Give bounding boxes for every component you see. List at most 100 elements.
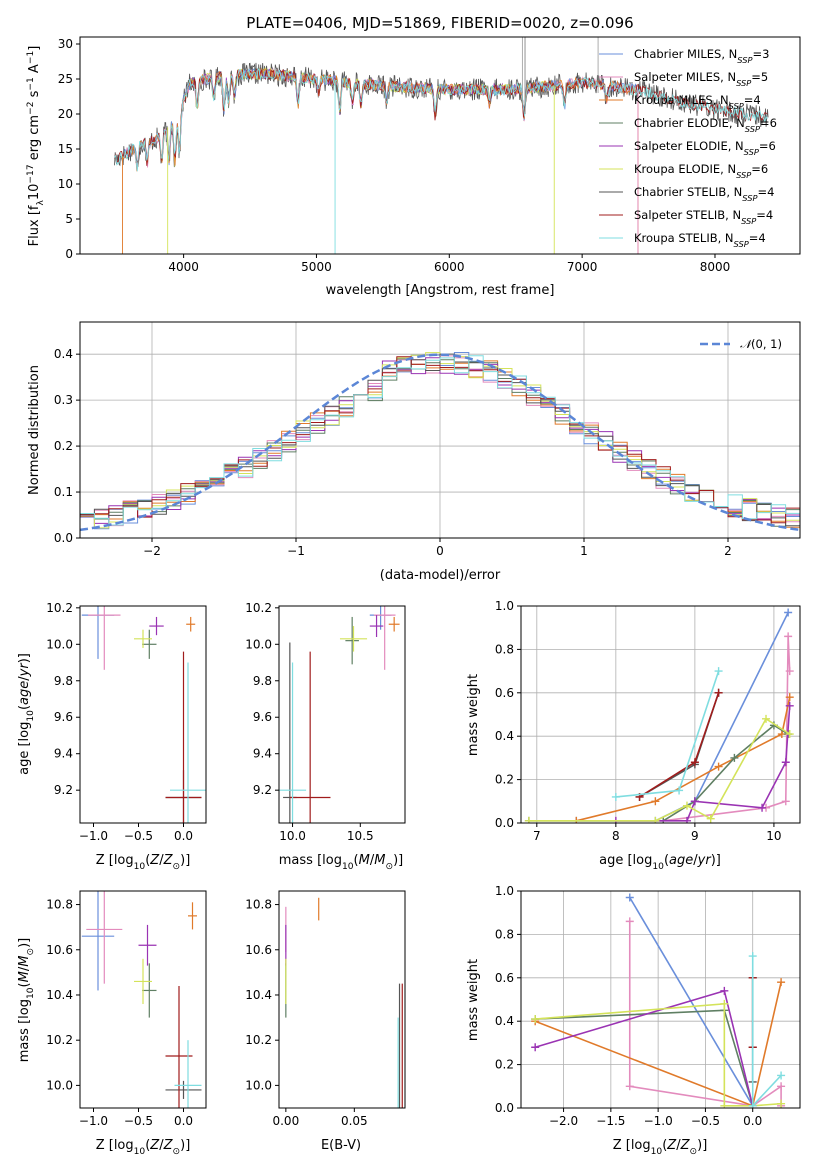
x-tick-label: −2 — [143, 544, 161, 558]
weight-vs-Z-xlabel-part: 10 — [651, 1147, 663, 1157]
legend-subscript: SSP — [734, 239, 749, 249]
legend-subscript: SSP — [737, 55, 752, 65]
y-tick-label: 0.8 — [495, 642, 514, 656]
x-tick-label: −1.5 — [596, 1114, 625, 1128]
spectrum-ylabel-part: λ — [36, 200, 46, 206]
weight-marker-salpeter_miles — [625, 1082, 634, 1091]
mass-vs-Z-ylabel-part: ⊙ — [26, 948, 36, 956]
x-tick-label: −2.0 — [549, 1114, 578, 1128]
x-tick-label: 1 — [580, 544, 588, 558]
errorbar-salpeter_miles — [86, 891, 123, 984]
y-tick-label: 10.0 — [46, 1078, 73, 1092]
spectrum-ylabel-part: s — [27, 90, 42, 101]
age_vs_mass-plot — [279, 606, 400, 823]
spectrum-line-chabrier_elodie — [167, 67, 555, 161]
legend-text: Salpeter MILES, N — [634, 70, 736, 84]
weight-marker-kroupa_miles — [785, 693, 794, 702]
mass_vs_ebv-plot — [285, 897, 403, 1108]
x-tick-label: −1.0 — [79, 829, 108, 843]
weight-marker-kroupa_stelib — [714, 667, 723, 676]
weight-vs-age-xlabel-part: / — [693, 853, 698, 868]
weight-marker-salpeter_elodie — [785, 701, 794, 710]
age_vs_mass-axes: 10.0 10.5 9.2 9.4 9.6 9.8 10.0 10.2 — [245, 601, 406, 843]
legend-entry-salpeter_stelib: Salpeter STELIB, NSSP=4 — [634, 208, 773, 226]
legend-text: Chabrier ELODIE, N — [634, 116, 745, 130]
spectrum-ylabel-part: −2 — [26, 102, 36, 115]
legend-entry-kroupa_elodie: Kroupa ELODIE, NSSP=6 — [634, 162, 768, 180]
x-tick-label: −0.5 — [691, 1114, 720, 1128]
weight-marker-kroupa_miles — [651, 797, 660, 806]
y-tick-label: 9.4 — [253, 747, 272, 761]
errorbar-chabrier_elodie — [142, 629, 157, 659]
errorbar-kroupa_miles — [388, 616, 400, 632]
x-tick-label: −0.5 — [124, 829, 153, 843]
mass_weight_vs_Z-axes: −2.0 −1.5 −1.0 −0.5 0.0 0.0 0.2 0.4 0.6 0.8 1.0 — [495, 884, 801, 1128]
weight-marker-salpeter_miles — [785, 667, 794, 676]
mass-vs-Z-ylabel-part: 10 — [26, 987, 36, 999]
weight-marker-kroupa_elodie — [524, 816, 533, 823]
spectrum-line-kroupa_stelib — [114, 67, 768, 172]
mass_vs_ebv-frame — [278, 890, 406, 1109]
y-tick-label: 9.8 — [253, 674, 272, 688]
legend-text: =4 — [757, 185, 774, 199]
age-vs-Z-xlabel-part: Z — [163, 853, 174, 868]
legend-text: Kroupa ELODIE, N — [634, 162, 736, 176]
legend-text: =4 — [749, 231, 766, 245]
x-tick-label: −0.5 — [124, 1114, 153, 1128]
errorbar-kroupa_miles — [188, 902, 197, 930]
weight-line-chabrier_miles — [576, 612, 789, 822]
weight-marker-kroupa_elodie — [785, 730, 794, 739]
weight-vs-age-xlabel-part: ( — [664, 853, 669, 868]
weight-vs-Z-xlabel-part: Z — [666, 1138, 677, 1153]
y-tick-label: 10.8 — [245, 898, 272, 912]
age-vs-Z-ylabel-part: ( — [17, 705, 32, 710]
age-vs-mass-xlabel: mass [log10(M/M⊙)] — [279, 853, 403, 872]
weight-marker-kroupa_elodie — [720, 999, 729, 1008]
x-tick-label: 0.05 — [341, 1114, 368, 1128]
legend-text: =6 — [751, 162, 768, 176]
y-tick-label: 10.2 — [245, 601, 272, 615]
residuals-ylabel: Normed distribution — [27, 365, 42, 495]
mass-vs-Z-ylabel-part: ( — [17, 982, 32, 987]
x-tick-label: 7000 — [567, 260, 598, 274]
spectrum-ylabel-part: −1 — [26, 77, 36, 90]
charts-layer: 4000 5000 6000 7000 8000051015202530waveleng… — [17, 36, 801, 1157]
errorbar-salpeter_elodie — [369, 615, 384, 637]
weight-marker-kroupa_stelib — [611, 792, 620, 801]
weight-marker-salpeter_elodie — [682, 816, 691, 823]
weight-vs-Z-xlabel-part: Z [log — [613, 1138, 651, 1153]
age-vs-mass-xlabel-part: M — [359, 853, 370, 868]
errorbar-kroupa_stelib — [170, 662, 206, 823]
age_vs_mass-frame — [278, 605, 406, 824]
weight-line-kroupa_stelib — [615, 670, 720, 798]
weight-marker-kroupa_stelib — [675, 786, 684, 795]
errorbar-chabrier_miles — [81, 891, 115, 991]
legend-text: Chabrier MILES, N — [634, 47, 737, 61]
spectrum-frame — [79, 36, 801, 255]
age-vs-Z-ylabel-part: / — [17, 676, 32, 681]
mass_weight_vs_age-frame — [520, 605, 801, 824]
y-tick-label: 9.4 — [54, 747, 73, 761]
errorbar-salpeter_elodie — [138, 924, 157, 966]
x-tick-label: 2 — [724, 544, 732, 558]
weight-marker-kroupa_miles — [777, 978, 786, 987]
legend-entry-salpeter_elodie: Salpeter ELODIE, NSSP=6 — [634, 139, 776, 157]
y-tick-label: 10.8 — [46, 898, 73, 912]
x-tick-label: 5000 — [301, 260, 332, 274]
x-tick-label: −1 — [287, 544, 305, 558]
weight-vs-Z-ylabel: mass weight — [466, 959, 481, 1041]
legend-text: =6 — [759, 139, 776, 153]
y-tick-label: 10.2 — [245, 1033, 272, 1047]
weight-line-salpeter_elodie — [615, 705, 791, 822]
y-tick-label: 10.0 — [245, 1078, 272, 1092]
residuals-xlabel: (data-model)/error — [380, 568, 501, 583]
spectrum-ylabel-part: erg cm — [27, 115, 42, 164]
age-vs-Z-xlabel: Z [log10(Z/Z⊙)] — [96, 853, 191, 872]
x-tick-label: 0.0 — [174, 829, 193, 843]
spectrum-axes: 4000 5000 6000 7000 8000 0 5 10 15 20 25 30 — [58, 36, 801, 274]
legend-entry-normal: 𝒩(0, 1) — [740, 337, 782, 351]
legend-entry-kroupa_miles: Kroupa MILES, NSSP=4 — [634, 93, 761, 111]
spectrum-ylabel-part: Flux [f — [27, 205, 42, 246]
mass-vs-Z-xlabel: Z [log10(Z/Z⊙)] — [96, 1138, 191, 1157]
